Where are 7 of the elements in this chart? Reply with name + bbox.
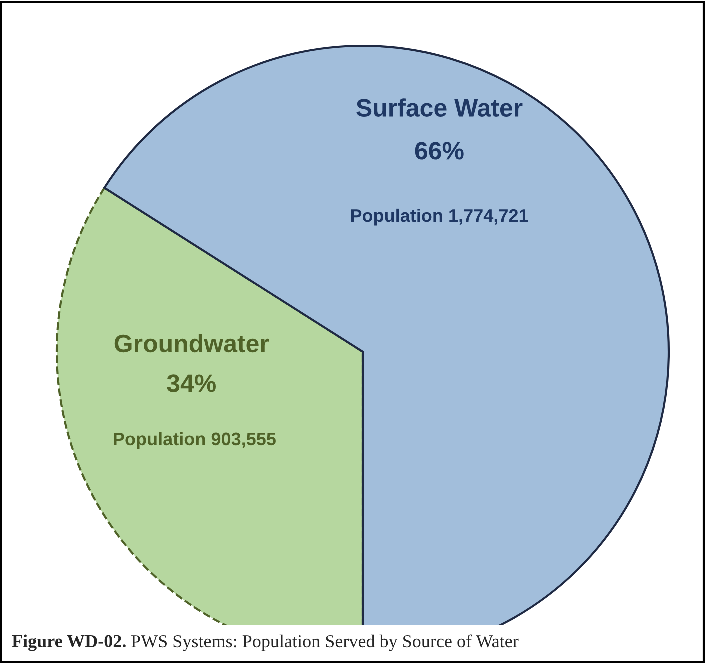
- data-label: 66%: [415, 142, 464, 160]
- text: Population 903,555: [114, 432, 276, 450]
- slice-label: Surface Water: [356, 98, 523, 117]
- text: Population 1,774,721: [351, 208, 528, 226]
- data-label: 34%: [167, 374, 216, 392]
- slice-label: Groundwater: [114, 334, 270, 353]
- text: Figure WD-02. PWS Systems: Population Served by Source of Water: [12, 634, 519, 652]
